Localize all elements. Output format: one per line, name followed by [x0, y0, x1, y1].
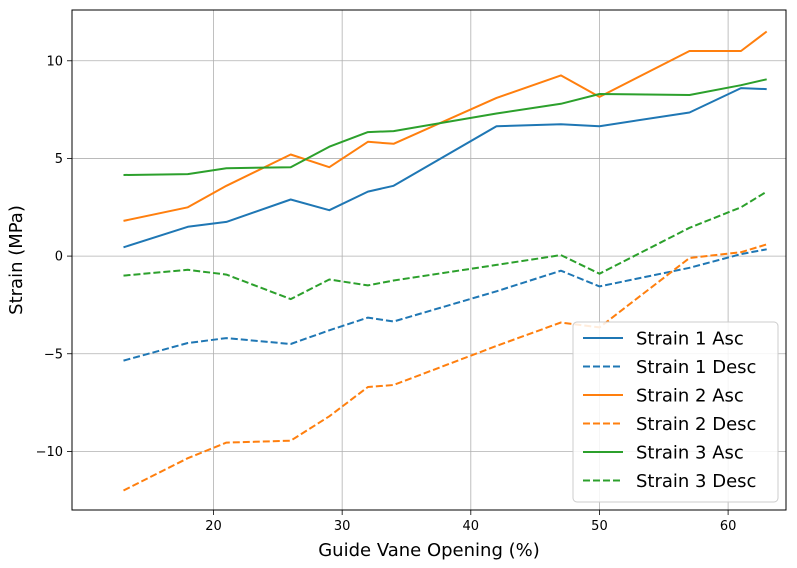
series-line-6	[123, 190, 768, 301]
y-tick-label: 10	[46, 54, 63, 69]
legend-label: Strain 2 Desc	[636, 414, 756, 435]
ticks: 20 30 40 50 60 −10 −5 0 5 10	[36, 54, 737, 534]
plot-frame	[71, 9, 787, 511]
y-tick-label: −10	[36, 445, 63, 460]
legend: Strain 1 Asc Strain 1 Desc Strain 2 Asc Str…	[572, 321, 779, 503]
series-line-1	[123, 87, 767, 249]
legend-label: Strain 1 Desc	[636, 357, 756, 378]
legend-label: Strain 3 Asc	[636, 443, 744, 464]
legend-label: Strain 3 Desc	[636, 471, 756, 492]
x-tick-label: 40	[463, 519, 480, 534]
x-tick-label: 50	[591, 519, 608, 534]
y-tick-label: 5	[55, 152, 63, 167]
series-line-3	[123, 30, 768, 222]
y-tick-label: 0	[55, 250, 63, 265]
x-axis-label: Guide Vane Opening (%)	[318, 540, 540, 561]
series-line-5	[123, 78, 767, 176]
legend-label: Strain 1 Asc	[636, 329, 744, 350]
series-line-2	[123, 248, 767, 362]
series-line-4	[123, 243, 767, 492]
y-tick-label: −5	[44, 347, 63, 362]
x-tick-label: 60	[720, 519, 737, 534]
series-group	[123, 30, 768, 492]
x-tick-label: 20	[205, 519, 222, 534]
x-tick-label: 30	[334, 519, 351, 534]
legend-box	[572, 321, 779, 503]
legend-label: Strain 2 Asc	[636, 386, 744, 407]
y-axis-label: Strain (MPa)	[6, 205, 27, 315]
